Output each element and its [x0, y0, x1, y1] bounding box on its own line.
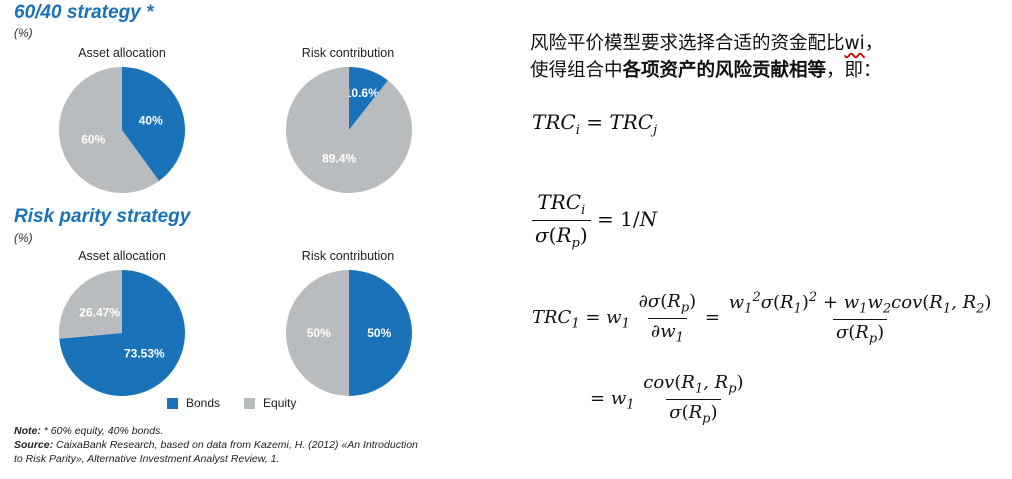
- source-note: Note: * 60% equity, 40% bonds. Source: C…: [14, 424, 424, 466]
- pie-label-bonds: 50%: [367, 326, 391, 340]
- source-label: Source:: [14, 439, 54, 451]
- equation-trc1: TRC1 = w1 ∂σ(Rp) ∂w1 = w12σ(R1)2 + w1w2co…: [532, 290, 992, 347]
- legend-swatch-bonds: [167, 397, 178, 409]
- pie-label-equity: 89.4%: [322, 152, 356, 166]
- strategy-title-60-40: 60/40 strategy *: [14, 2, 154, 23]
- pie-slice-bonds: [122, 67, 186, 181]
- legend-item-bonds: Bonds: [167, 396, 220, 410]
- note-label: Note:: [14, 425, 41, 437]
- description-text: 风险平价模型要求选择合适的资金配比wi， 使得组合中各项资产的风险贡献相等，即：: [530, 30, 883, 84]
- desc-line2-end: ，即：: [826, 60, 882, 81]
- pie-label-bonds: 73.53%: [124, 346, 165, 360]
- figure-panel: 60/40 strategy * (%) Asset allocation Ri…: [0, 0, 430, 479]
- pie-chart-60-40-asset-allocation: 40% 60%: [58, 67, 186, 193]
- pie-slice-bonds: [59, 270, 185, 396]
- equation-trc1-cov: = w1 cov(R1, Rp) σ(Rp): [590, 372, 744, 427]
- desc-emphasis: 各项资产的风险贡献相等: [622, 60, 827, 81]
- pie-title-asset-allocation: Asset allocation: [78, 249, 166, 263]
- pie-slice-bonds: [349, 67, 388, 130]
- pie-chart-risk-parity-risk-contribution: 50% 50%: [286, 270, 412, 396]
- note-text: * 60% equity, 40% bonds.: [40, 425, 164, 437]
- pie-slice-equity: [286, 270, 349, 396]
- pie-slice-equity: [58, 67, 160, 193]
- strategy-title-risk-parity: Risk parity strategy: [14, 206, 191, 227]
- pie-chart-60-40-risk-contribution: 10.6% 89.4%: [286, 67, 412, 193]
- desc-comma: ，: [864, 33, 884, 54]
- pie-slice-equity: [59, 270, 122, 339]
- pie-label-bonds: 40%: [139, 114, 163, 128]
- desc-wi: wi: [844, 33, 865, 54]
- formula-panel: 风险平价模型要求选择合适的资金配比wi， 使得组合中各项资产的风险贡献相等，即：…: [440, 0, 1012, 479]
- pie-label-equity: 60%: [81, 132, 105, 146]
- unit-label: (%): [14, 26, 33, 40]
- pie-label-equity: 50%: [307, 326, 331, 340]
- pie-chart-risk-parity-asset-allocation: 73.53% 26.47%: [59, 270, 185, 396]
- legend: Bonds Equity: [167, 396, 320, 410]
- legend-label-equity: Equity: [263, 396, 297, 410]
- equation-trc-ratio: TRCi σ(Rp) = 1/N: [532, 190, 657, 251]
- equation-trc-equal: TRCi = TRCj: [532, 110, 658, 138]
- legend-label-bonds: Bonds: [186, 396, 221, 410]
- pie-label-bonds: 10.6%: [345, 86, 379, 100]
- pie-slice-equity: [286, 67, 412, 193]
- legend-item-equity: Equity: [244, 396, 296, 410]
- pie-title-asset-allocation: Asset allocation: [78, 46, 166, 60]
- desc-line1: 风险平价模型要求选择合适的资金配比: [530, 33, 845, 54]
- pie-label-equity: 26.47%: [79, 306, 120, 320]
- unit-label: (%): [14, 231, 33, 245]
- source-text: CaixaBank Research, based on data from K…: [14, 439, 418, 465]
- pie-slice-bonds: [349, 270, 412, 396]
- legend-swatch-equity: [244, 397, 256, 409]
- pie-title-risk-contribution: Risk contribution: [301, 46, 395, 60]
- desc-line2: 使得组合中: [530, 60, 623, 81]
- pie-title-risk-contribution: Risk contribution: [301, 249, 395, 263]
